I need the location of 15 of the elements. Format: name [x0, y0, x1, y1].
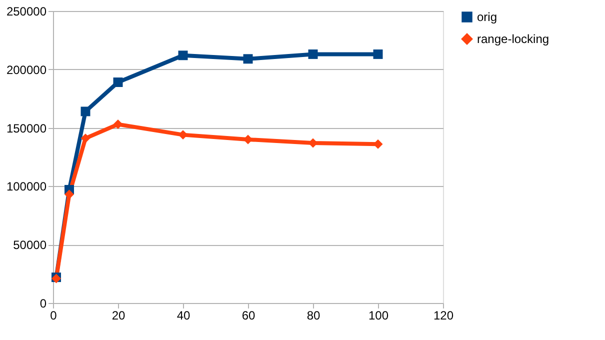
legend-label: range-locking — [477, 32, 550, 46]
y-tick-label: 150000 — [6, 121, 47, 136]
x-tick-label: 60 — [242, 308, 256, 322]
x-tick-label: 80 — [306, 308, 320, 322]
x-tick-label: 20 — [112, 308, 126, 322]
x-tick-label: 40 — [176, 308, 190, 322]
x-tick-label: 100 — [368, 308, 389, 322]
y-tick-label: 250000 — [6, 4, 47, 18]
y-tick-label: 50000 — [13, 238, 47, 252]
y-tick-label: 100000 — [6, 180, 47, 194]
y-tick-label: 0 — [40, 296, 47, 310]
y-tick-label: 200000 — [6, 62, 47, 77]
x-tick-label: 0 — [50, 308, 58, 322]
legend-label: orig — [477, 10, 498, 24]
x-tick-label: 120 — [433, 308, 454, 322]
